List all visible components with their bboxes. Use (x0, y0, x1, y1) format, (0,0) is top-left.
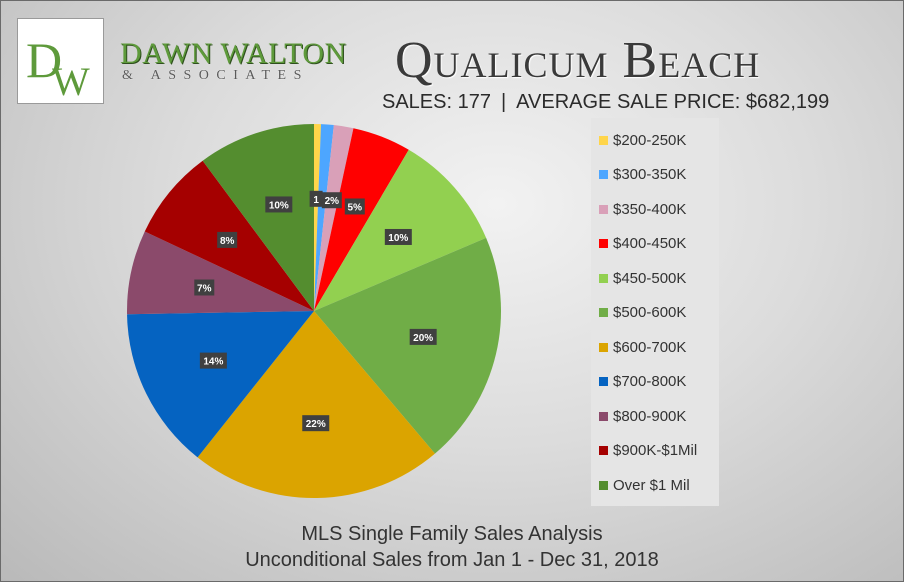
legend-label: $900K-$1Mil (613, 442, 698, 459)
legend-label: $800-900K (613, 407, 687, 425)
legend-item-9: $900K-$1Mil (599, 441, 697, 461)
legend-item-6: $600-700K (599, 337, 686, 357)
pie-data-label-3: 5% (344, 198, 365, 215)
pie-data-label-bg (194, 279, 215, 296)
legend-item-0: $200-250K (599, 130, 686, 150)
legend-swatch (599, 204, 608, 214)
pie-slice-5 (314, 237, 501, 454)
pie-data-label-text: 2% (325, 196, 340, 207)
pie-data-label-bg (309, 190, 323, 207)
pie-data-label-text: 5% (348, 202, 363, 213)
pie-data-label-7: 14% (199, 352, 227, 369)
pie-data-label-text: 7% (197, 284, 212, 295)
legend-item-1: $300-350K (599, 165, 686, 185)
sales-stats: SALES: 177 | AVERAGE SALE PRICE: $682,199 (382, 91, 829, 114)
legend-label: $200-250K (613, 131, 687, 149)
legend-label: $300-350K (613, 166, 687, 183)
legend-swatch (599, 480, 608, 490)
pie-data-label-bg (217, 231, 238, 248)
logo: D W (17, 18, 104, 104)
legend-item-5: $500-600K (599, 303, 686, 323)
legend-swatch (599, 308, 608, 317)
chart-footer: MLS Single Family Sales Analysis Uncondi… (1, 521, 903, 573)
legend-item-7: $700-800K (599, 372, 686, 392)
average-price: AVERAGE SALE PRICE: $682,199 (516, 91, 830, 113)
pie-slice-8 (127, 231, 314, 315)
pie-data-label-bg (409, 328, 437, 345)
pie-data-label-8: 7% (194, 279, 215, 296)
chart-legend: $200-250K $300-350K $350-400K $400-450K $450… (591, 118, 719, 506)
page-title: Qualicum Beach (395, 32, 761, 89)
legend-swatch (599, 273, 608, 283)
legend-label: $450-500K (613, 269, 687, 287)
legend-swatch (599, 446, 608, 455)
pie-slice-10 (202, 124, 314, 311)
legend-item-3: $400-450K (599, 234, 686, 254)
pie-data-label-text: 14% (203, 357, 223, 368)
pie-data-label-bg (265, 196, 293, 213)
pie-data-label-text: 10% (388, 233, 408, 244)
pie-slice-2 (314, 125, 354, 312)
pie-data-label-text: 1 (313, 195, 319, 206)
pie-data-label-6: 22% (302, 415, 330, 432)
pie-slice-0 (314, 124, 322, 311)
pie-slices (127, 124, 501, 499)
pie-data-label-4: 10% (384, 228, 412, 245)
legend-label: $350-400K (613, 200, 687, 218)
footer-line-2: Unconditional Sales from Jan 1 - Dec 31,… (245, 549, 659, 571)
legend-item-2: $350-400K (599, 199, 686, 219)
pie-data-label-5: 20% (409, 328, 437, 345)
legend-item-8: $800-900K (599, 406, 686, 426)
legend-label: $600-700K (613, 338, 687, 356)
pie-data-label-bg (321, 192, 342, 209)
pie-slice-6 (197, 311, 435, 499)
pie-data-label-bg (384, 228, 412, 245)
pie-data-label-bg (199, 352, 227, 369)
sales-count: SALES: 177 (382, 91, 491, 113)
pie-data-label-10: 10% (265, 196, 293, 213)
legend-label: Over $1 Mil (613, 476, 690, 494)
legend-item-4: $450-500K (599, 268, 686, 288)
footer-line-1: MLS Single Family Sales Analysis (301, 523, 603, 545)
pie-data-label-bg (344, 198, 365, 215)
pie-slice-7 (127, 311, 314, 458)
legend-label: $700-800K (613, 373, 687, 390)
legend-swatch (599, 411, 608, 421)
pie-data-label-bg (302, 415, 330, 432)
legend-swatch (599, 170, 608, 179)
pie-data-labels: 1 2% 5% 10% 20% 22% 14% 7% 8% 10% (194, 190, 437, 432)
legend-item-10: Over $1 Mil (599, 475, 690, 495)
legend-swatch (599, 342, 608, 352)
legend-swatch (599, 377, 608, 386)
logo-initial-w: W (52, 59, 90, 103)
pie-data-label-text: 10% (269, 200, 289, 211)
legend-swatch (599, 135, 608, 145)
brand-name: DAWN WALTON (120, 37, 347, 70)
dw-logo-mark: D W (26, 32, 90, 103)
pie-data-label-text: 20% (413, 333, 433, 344)
legend-swatch (599, 239, 608, 248)
pie-data-label-9: 8% (217, 231, 238, 248)
legend-label: $400-450K (613, 235, 687, 252)
pie-data-label-0: 1 (309, 190, 323, 207)
pie-data-label-text: 22% (306, 419, 326, 430)
pie-data-label-text: 8% (220, 236, 235, 247)
legend-label: $500-600K (613, 304, 687, 321)
pie-slice-3 (314, 128, 409, 311)
pie-slice-1 (314, 124, 334, 311)
logo-initial-d: D (26, 32, 62, 88)
brand-subtitle: & ASSOCIATES (122, 68, 309, 83)
stats-separator: | (500, 91, 507, 113)
pie-data-label-2: 2% (321, 192, 342, 209)
